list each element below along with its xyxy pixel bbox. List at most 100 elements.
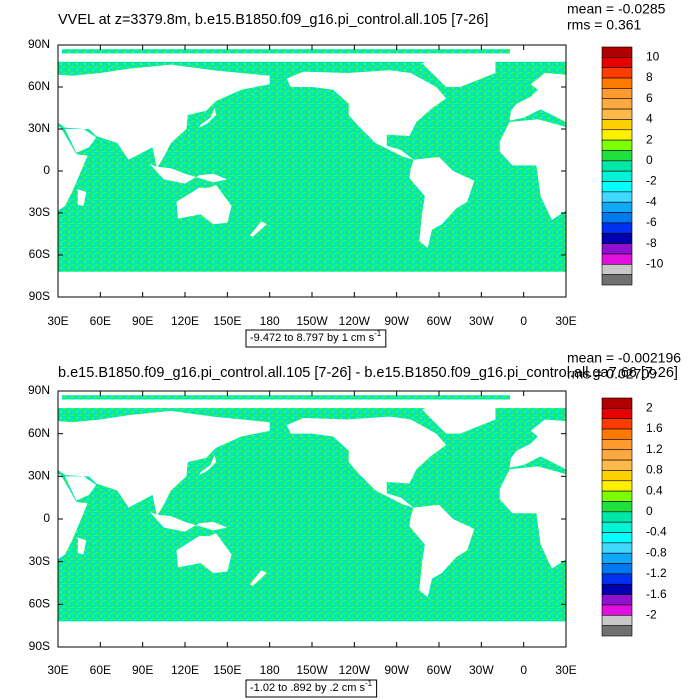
colorbar-box [601, 521, 633, 533]
y-tick-label: 60S [29, 247, 50, 261]
colorbar-box [601, 232, 633, 244]
y-tick-label: 90N [28, 383, 50, 397]
land [77, 189, 87, 206]
rms-label: rms = 0.361 [567, 17, 642, 33]
x-tick-label: 90E [132, 663, 153, 677]
colorbar-box [601, 108, 633, 120]
colorbar-box [601, 470, 633, 482]
x-tick-label: 120W [339, 663, 371, 677]
land [199, 455, 217, 475]
land [77, 537, 87, 555]
land [58, 64, 270, 169]
x-tick-label: 60E [90, 663, 111, 677]
colorbar-box [601, 594, 633, 606]
colorbar-label: 2 [646, 401, 653, 415]
colorbar-box [601, 243, 633, 255]
colorbar-box [601, 139, 633, 151]
land [499, 466, 566, 569]
colorbar-box [601, 201, 633, 213]
land [573, 476, 604, 500]
colorbar-box [601, 532, 633, 544]
rms-label: rms = 0.02709 [567, 366, 657, 382]
y-tick-label: 90S [29, 289, 50, 303]
colorbar-box [601, 253, 633, 265]
x-tick-label: 60W [427, 663, 452, 677]
land [286, 70, 447, 160]
colorbar-box [601, 181, 633, 193]
land [58, 474, 88, 560]
colorbar-box [601, 501, 633, 513]
land [58, 126, 88, 211]
land [509, 419, 566, 470]
y-tick-label: 60N [28, 79, 50, 93]
x-tick-label: 90W [384, 314, 409, 328]
x-tick-label: 30W [469, 663, 494, 677]
colorbar-box [601, 150, 633, 162]
colorbar-label: 4 [646, 112, 653, 126]
info-sup: -1 [365, 679, 373, 688]
colorbar-box [601, 170, 633, 182]
info-text: -9.472 to 8.797 by 1 cm s [250, 332, 375, 344]
y-tick-label: 60S [29, 597, 50, 611]
x-tick-label: 60E [90, 314, 111, 328]
land [499, 119, 566, 220]
colorbar-box [601, 88, 633, 100]
colorbar-box [601, 573, 633, 585]
colorbar: 2 1.6 1.2 0.8 0.4 0 -0.4 -0.8 -1.2 -1.6 -2 [601, 397, 667, 637]
land [586, 189, 594, 206]
colorbar-box [601, 77, 633, 89]
land [685, 185, 700, 224]
y-tick-label: 0 [43, 511, 50, 525]
colorbar-label: -2 [646, 607, 657, 621]
colorbar-label: 0.4 [646, 483, 663, 497]
panel: b.e15.B1850.f09_g16.pi_control.all.105 [… [28, 350, 700, 698]
colorbar-label: 8 [646, 70, 653, 84]
x-tick-label: 120E [171, 663, 199, 677]
panel-title: VVEL at z=3379.8m, b.e15.B1850.f09_g16.p… [58, 12, 488, 28]
land [286, 416, 447, 508]
colorbar-label: 0 [646, 153, 653, 167]
colorbar-box [601, 264, 633, 275]
x-tick-label: 180 [260, 314, 280, 328]
colorbar-box [601, 490, 633, 502]
y-tick-label: 90S [29, 639, 50, 653]
land [685, 533, 700, 573]
colorbar-label: 0.8 [646, 463, 663, 477]
info-sup: -1 [374, 329, 382, 338]
colorbar-box [601, 604, 633, 616]
colorbar-box [601, 274, 633, 286]
x-tick-label: 0 [520, 663, 527, 677]
colorbar-label: -0.4 [646, 525, 667, 539]
colorbar-box [601, 459, 633, 471]
axis: 90N 60N 30N 0 30S 60S 90S 30E 60E 90E 120E 150E 180 1… [28, 37, 577, 328]
x-tick-label: 150E [213, 663, 241, 677]
info-box [245, 329, 387, 348]
x-tick-label: 30E [47, 314, 68, 328]
colorbar-box [601, 428, 633, 440]
land [409, 504, 475, 598]
panel-title: b.e15.B1850.f09_g16.pi_control.all.105 [… [58, 365, 678, 381]
x-tick-label: 90W [384, 663, 409, 677]
map [58, 49, 700, 272]
x-tick-label: 90E [132, 314, 153, 328]
arctic-strip [62, 395, 510, 400]
colorbar-label: -6 [646, 215, 657, 229]
colorbar-label: 6 [646, 91, 653, 105]
colorbar-box [601, 418, 633, 430]
x-tick-label: 150E [213, 314, 241, 328]
colorbar-box [601, 542, 633, 554]
colorbar-box [601, 129, 633, 141]
land [58, 410, 270, 517]
colorbar-label: -1.6 [646, 587, 667, 601]
colorbar-box [601, 408, 633, 419]
land [249, 570, 267, 586]
colorbar-box [601, 439, 633, 451]
colorbar-label: -2 [646, 174, 657, 188]
colorbar: 10 8 6 4 2 0 -2 -4 -6 -8 -10 [601, 46, 664, 286]
y-tick-label: 60N [28, 426, 50, 440]
colorbar-box [601, 119, 633, 131]
colorbar-label: 10 [646, 50, 660, 64]
y-tick-label: 30S [29, 205, 50, 219]
colorbar-label: -1.2 [646, 566, 667, 580]
